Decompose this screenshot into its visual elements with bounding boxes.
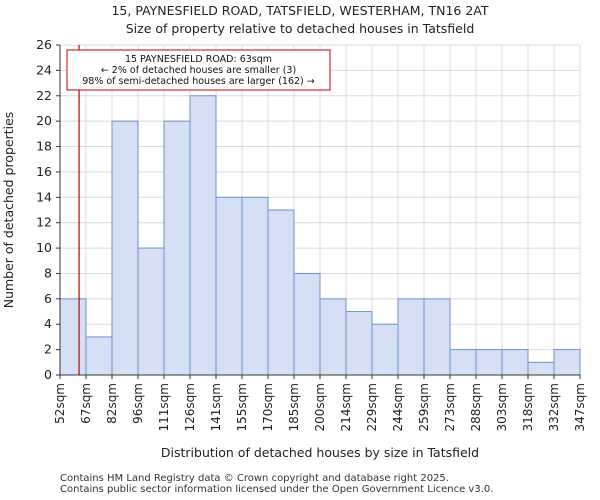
y-tick-label: 24: [36, 62, 52, 77]
histogram-bar: [371, 323, 399, 376]
y-axis-label: Number of detached properties: [1, 112, 16, 309]
histogram-bar: [397, 298, 425, 376]
x-tick-label: 259sqm: [417, 383, 431, 431]
x-tick-label: 185sqm: [287, 383, 301, 431]
y-tick-label: 12: [36, 215, 52, 230]
histogram-bar: [449, 349, 477, 376]
y-tick-label: 8: [44, 265, 52, 280]
x-tick-label: 82sqm: [105, 383, 119, 424]
histogram-bar: [241, 196, 269, 376]
annotation-box: [66, 49, 331, 91]
x-tick-label: 52sqm: [53, 383, 67, 424]
x-tick-label: 288sqm: [469, 383, 483, 431]
y-tick-label: 14: [36, 189, 52, 204]
histogram-bar: [59, 298, 87, 376]
annotation-text: ← 2% of detached houses are smaller (3): [101, 65, 296, 76]
y-tick-label: 16: [36, 164, 52, 179]
x-tick-label: 96sqm: [131, 383, 145, 424]
histogram-bar: [163, 120, 191, 376]
x-tick-label: 170sqm: [261, 383, 275, 431]
x-tick-label: 229sqm: [365, 383, 379, 431]
histogram-bar: [475, 349, 503, 376]
y-tick-label: 22: [36, 88, 52, 103]
x-tick-label: 347sqm: [573, 383, 587, 431]
y-tick-label: 0: [44, 367, 52, 382]
y-tick-label: 18: [36, 139, 52, 154]
x-tick-label: 273sqm: [443, 383, 457, 431]
x-tick-label: 303sqm: [495, 383, 509, 431]
histogram-bar: [215, 196, 243, 376]
x-tick-label: 214sqm: [339, 383, 353, 431]
histogram-bar: [423, 298, 451, 376]
histogram-bar: [189, 95, 217, 376]
histogram-bar: [319, 298, 347, 376]
annotation-text: 98% of semi-detached houses are larger (…: [82, 76, 315, 87]
x-tick-label: 155sqm: [235, 383, 249, 431]
histogram-bar: [85, 336, 113, 376]
footer-copyright: Contains HM Land Registry data © Crown c…: [60, 473, 449, 484]
chart-title: 15, PAYNESFIELD ROAD, TATSFIELD, WESTERH…: [111, 3, 489, 18]
histogram-bar: [527, 361, 555, 376]
histogram-bar: [293, 272, 321, 376]
y-tick-label: 4: [44, 316, 52, 331]
x-axis-label: Distribution of detached houses by size …: [161, 445, 479, 460]
chart-subtitle: Size of property relative to detached ho…: [125, 21, 475, 36]
x-tick-label: 200sqm: [313, 383, 327, 431]
x-tick-label: 332sqm: [547, 383, 561, 431]
x-tick-label: 141sqm: [209, 383, 223, 431]
histogram-bar: [137, 247, 165, 376]
x-tick-label: 67sqm: [79, 383, 93, 424]
y-tick-label: 2: [44, 342, 52, 357]
histogram-bar: [553, 349, 581, 376]
x-tick-label: 126sqm: [183, 383, 197, 431]
y-tick-label: 10: [36, 240, 52, 255]
annotation-text: 15 PAYNESFIELD ROAD: 63sqm: [125, 54, 272, 65]
y-tick-label: 26: [36, 37, 52, 52]
y-tick-label: 20: [36, 113, 52, 128]
histogram-bar: [501, 349, 529, 376]
y-tick-label: 6: [44, 291, 52, 306]
x-tick-label: 318sqm: [521, 383, 535, 431]
histogram-bar: [111, 120, 139, 376]
histogram-bar: [267, 209, 295, 376]
histogram-bar: [345, 311, 373, 376]
footer-licence: Contains public sector information licen…: [60, 484, 494, 495]
x-tick-label: 111sqm: [157, 383, 171, 431]
x-tick-label: 244sqm: [391, 383, 405, 431]
